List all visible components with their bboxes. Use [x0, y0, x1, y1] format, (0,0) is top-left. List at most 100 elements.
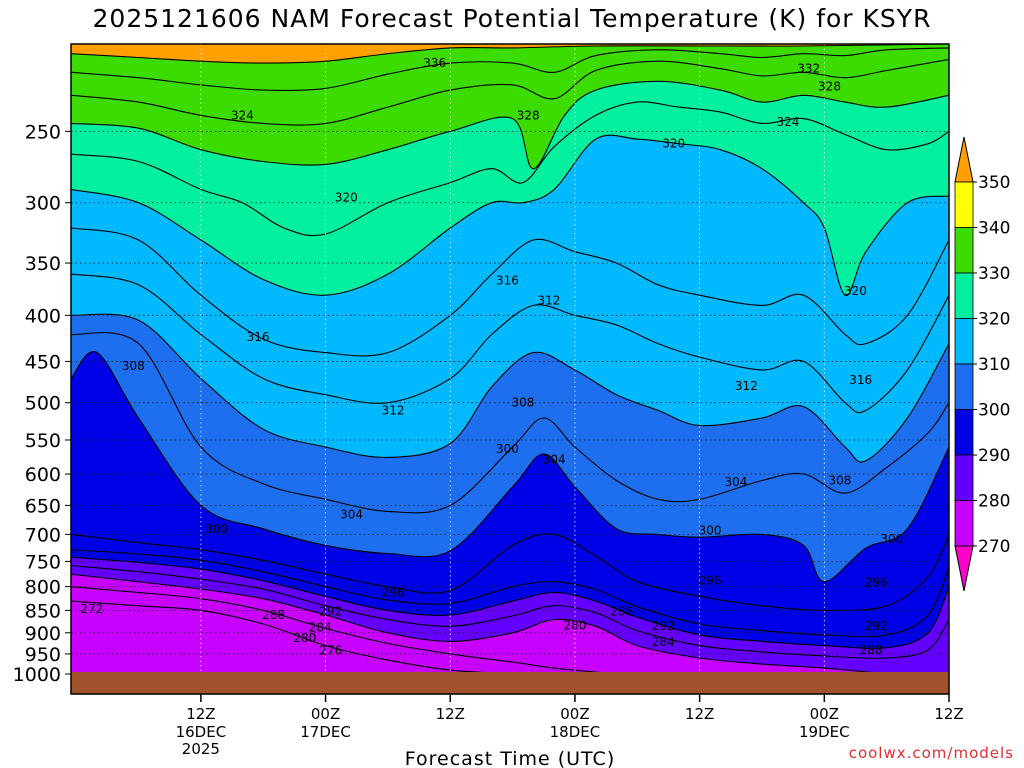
plot-frame: [70, 43, 950, 695]
contour-label: 320: [335, 190, 358, 204]
contour-label: 332: [797, 62, 820, 76]
isentrope-336: [71, 47, 949, 92]
y-tick-label: 450: [25, 351, 61, 373]
contour-label: 288: [262, 608, 285, 622]
y-tick-label: 850: [25, 600, 61, 622]
y-tick-label: 250: [25, 121, 61, 143]
isentrope-296: [71, 533, 949, 612]
y-tick-label: 750: [25, 551, 61, 573]
y-tick-label: 650: [25, 495, 61, 517]
colorbar-segment: [954, 363, 974, 410]
isentrope-304: [71, 332, 949, 514]
contour-label: 288: [610, 604, 633, 618]
pressure-axis: 2503003504004505005506006507007508008509…: [13, 121, 71, 686]
contour-label: 308: [512, 396, 535, 410]
contour-label: 292: [319, 604, 342, 618]
contour-label: 300: [496, 442, 519, 456]
contour-label: 292: [652, 619, 675, 633]
contour-label: 276: [319, 644, 342, 658]
x-tick-label: 12Z: [685, 705, 714, 723]
contour-label: 292: [865, 619, 888, 633]
contour-label: 288: [860, 643, 883, 657]
y-tick-label: 500: [25, 393, 61, 415]
contour-label: 300: [699, 523, 722, 537]
isentrope-300: [71, 351, 949, 583]
contour-label: 316: [849, 373, 872, 387]
contour-label: 316: [496, 274, 519, 288]
x-axis-title: Forecast Time (UTC): [405, 748, 615, 768]
plot-area: 336 332 328 328 324 324 320 320 320 316 312 316 308 3…: [71, 44, 949, 694]
contour-label: 316: [247, 330, 270, 344]
contour-label: 272: [80, 602, 103, 616]
contour-label: 296: [382, 585, 405, 599]
colorbar-label: 310: [978, 355, 1010, 375]
y-tick-label: 600: [25, 464, 61, 486]
colorbar-label: 340: [978, 219, 1010, 239]
contour-label: 284: [309, 621, 332, 635]
colorbar-segment: [954, 500, 974, 547]
colorbar: 350 340 330 320 310 300 290 280 270: [954, 136, 1010, 592]
chart-title: 2025121606 NAM Forecast Potential Temper…: [92, 4, 932, 33]
theta-fill-layer: [71, 44, 949, 694]
colorbar-segment: [954, 272, 974, 319]
isentrope-276: [71, 586, 617, 675]
x-tick-label: 12Z: [186, 705, 215, 723]
contour-label: 284: [652, 635, 675, 649]
contour-label: 296: [699, 574, 722, 588]
colorbar-cap-top: [954, 136, 974, 183]
contour-label: 304: [543, 452, 566, 466]
x-tick-label: 18DEC: [550, 723, 601, 741]
y-tick-label: 1000: [13, 664, 61, 686]
isentrope-324: [71, 101, 949, 237]
colorbar-segment: [954, 227, 974, 274]
isentrope-340: [71, 44, 949, 64]
y-tick-label: 400: [25, 305, 61, 327]
x-tick-label: 16DEC: [176, 723, 227, 741]
contour-label: 312: [735, 379, 758, 393]
colorbar-segment: [954, 318, 974, 365]
y-tick-label: 350: [25, 253, 61, 275]
x-tick-label: 12Z: [934, 705, 963, 723]
x-tick-label: 12Z: [436, 705, 465, 723]
theta-band-272: [71, 601, 949, 694]
isentrope-316: [71, 227, 949, 357]
x-tick-label: 17DEC: [300, 723, 351, 741]
contour-label: 324: [231, 108, 254, 122]
contour-label: 300: [205, 522, 228, 536]
contour-label: 328: [517, 108, 540, 122]
y-tick-label: 800: [25, 577, 61, 599]
colorbar-label: 320: [978, 310, 1010, 330]
contour-label: 296: [865, 576, 888, 590]
contour-label: 336: [423, 56, 446, 70]
isentrope-320: [71, 134, 949, 296]
contour-label: 304: [725, 475, 748, 489]
grid-layer: [71, 44, 949, 694]
contour-label: 312: [538, 293, 561, 307]
isentrope-284: [71, 564, 949, 659]
colorbar-label: 290: [978, 446, 1010, 466]
x-tick-label: 00Z: [810, 705, 839, 723]
contour-label: 308: [122, 359, 145, 373]
colorbar-segment: [954, 454, 974, 501]
y-tick-label: 950: [25, 644, 61, 666]
colorbar-label: 280: [978, 492, 1010, 512]
y-tick-label: 700: [25, 524, 61, 546]
colorbar-label: 300: [978, 401, 1010, 421]
credit-watermark: coolwx.com/models: [848, 744, 1014, 762]
x-tick-label: 19DEC: [799, 723, 850, 741]
contour-label: 308: [828, 474, 851, 488]
colorbar-label: 270: [978, 537, 1010, 557]
contour-label: 280: [563, 618, 586, 632]
x-tick-label: 00Z: [560, 705, 589, 723]
x-tick-label: 00Z: [311, 705, 340, 723]
y-tick-label: 900: [25, 623, 61, 645]
colorbar-label: 330: [978, 264, 1010, 284]
isentrope-328: [71, 80, 949, 170]
isentrope-280: [71, 573, 887, 675]
isentrope-288: [71, 556, 949, 649]
contour-label: 304: [340, 507, 363, 521]
colorbar-cap-bottom: [954, 545, 974, 592]
y-tick-label: 300: [25, 193, 61, 215]
